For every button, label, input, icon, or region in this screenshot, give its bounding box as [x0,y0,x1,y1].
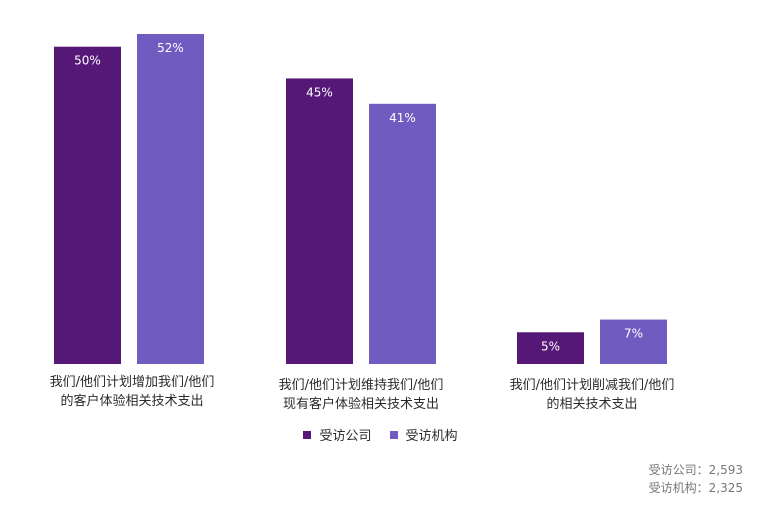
bar-reduce-series-2 [600,319,667,364]
bar-value-label: 45% [306,85,333,99]
bar-value-label: 5% [541,339,560,353]
legend-label: 受访公司 [319,429,372,444]
bar-increase-series-1 [54,46,121,364]
chart-legend: 受访公司 受访机构 [0,425,761,444]
category-label-line: 现有客户体验相关技术支出 [282,397,439,412]
category-label-line: 的客户体验相关技术支出 [60,394,204,409]
legend-item-companies: 受访公司 [303,425,372,444]
bar-maintain-series-1 [286,78,353,364]
category-label-reduce: 我们/他们计划削减我们/他们 的相关技术支出 [472,376,712,414]
bar-increase-series-2 [137,34,204,364]
bar-value-label: 50% [74,54,101,68]
legend-label: 受访机构 [405,429,458,444]
sample-size-companies: 受访公司：2,593 [648,463,743,477]
sample-size-institutions: 受访机构：2,325 [648,481,743,495]
legend-item-institutions: 受访机构 [389,425,458,444]
bar-reduce-series-1 [517,332,584,364]
category-label-line: 我们/他们计划维持我们/他们 [278,378,444,393]
legend-swatch-icon [389,430,398,439]
category-label-line: 我们/他们计划增加我们/他们 [49,375,215,390]
category-label-maintain: 我们/他们计划维持我们/他们 现有客户体验相关技术支出 [241,376,481,414]
bar-maintain-series-2 [369,103,436,365]
category-label-line: 的相关技术支出 [546,397,638,412]
sample-size-note: 受访公司：2,593 受访机构：2,325 [649,461,743,497]
category-label-increase: 我们/他们计划增加我们/他们 的客户体验相关技术支出 [12,373,252,411]
bar-value-label: 7% [624,327,643,341]
legend-swatch-icon [303,430,312,439]
bar-value-label: 41% [389,111,416,125]
category-label-line: 我们/他们计划削减我们/他们 [509,378,675,393]
bar-value-label: 52% [157,41,184,55]
